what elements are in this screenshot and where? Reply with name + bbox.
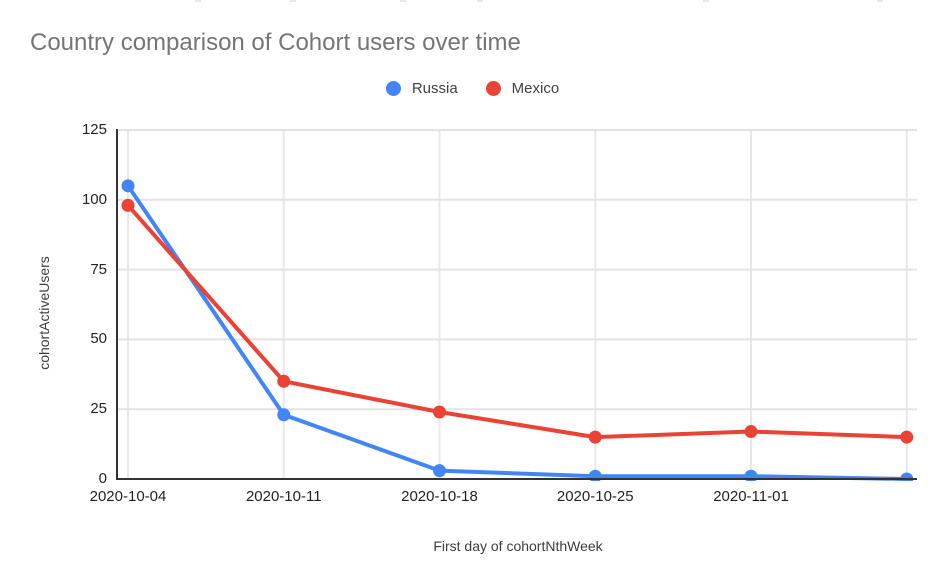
x-tick-label: 2020-10-18 bbox=[401, 488, 478, 505]
legend-item-mexico[interactable]: Mexico bbox=[485, 80, 560, 97]
x-tick-label: 2020-11-01 bbox=[713, 488, 789, 505]
data-point-mexico[interactable] bbox=[744, 425, 758, 439]
cropped-text-artifact bbox=[400, 0, 406, 2]
data-point-russia[interactable] bbox=[121, 179, 135, 193]
series-line-mexico bbox=[126, 203, 909, 440]
data-point-mexico[interactable] bbox=[588, 430, 602, 444]
x-axis-title: First day of cohortNthWeek bbox=[433, 538, 603, 554]
y-axis-title: cohortActiveUsers bbox=[36, 256, 52, 370]
data-point-russia[interactable] bbox=[433, 464, 446, 478]
y-tick-label: 125 bbox=[81, 121, 107, 138]
cropped-text-artifact bbox=[877, 0, 883, 2]
russia-series-swatch-icon bbox=[385, 81, 401, 96]
data-point-mexico[interactable] bbox=[121, 198, 135, 212]
data-point-mexico[interactable] bbox=[277, 374, 291, 388]
chart-title: Country comparison of Cohort users over … bbox=[30, 29, 521, 56]
series-mexico bbox=[121, 198, 914, 444]
legend-item-russia[interactable]: Russia bbox=[385, 80, 458, 97]
y-tick-label: 50 bbox=[90, 330, 107, 348]
legend-label-mexico: Mexico bbox=[511, 80, 560, 97]
x-tick-label: 2020-10-04 bbox=[89, 488, 167, 505]
data-point-russia[interactable] bbox=[277, 408, 291, 422]
mexico-series-swatch-icon bbox=[485, 81, 501, 96]
series-line-russia bbox=[126, 183, 909, 481]
data-point-mexico[interactable] bbox=[900, 430, 914, 444]
legend: Russia Mexico bbox=[0, 78, 945, 99]
y-tick-label: 0 bbox=[98, 470, 107, 487]
x-tick-label: 2020-10-11 bbox=[245, 488, 322, 505]
data-point-mexico[interactable] bbox=[433, 405, 446, 419]
data-point-russia[interactable] bbox=[744, 469, 758, 483]
data-point-russia[interactable] bbox=[588, 469, 602, 483]
legend-label-russia: Russia bbox=[411, 80, 458, 97]
y-tick-label: 25 bbox=[90, 400, 107, 418]
y-tick-label: 75 bbox=[90, 260, 107, 278]
cropped-text-artifact bbox=[477, 0, 483, 2]
cropped-text-artifact bbox=[703, 0, 709, 2]
y-tick-label: 100 bbox=[81, 190, 107, 208]
x-tick-label: 2020-10-25 bbox=[556, 488, 634, 505]
cropped-text-artifact bbox=[290, 0, 296, 2]
cropped-text-artifact bbox=[195, 0, 201, 2]
